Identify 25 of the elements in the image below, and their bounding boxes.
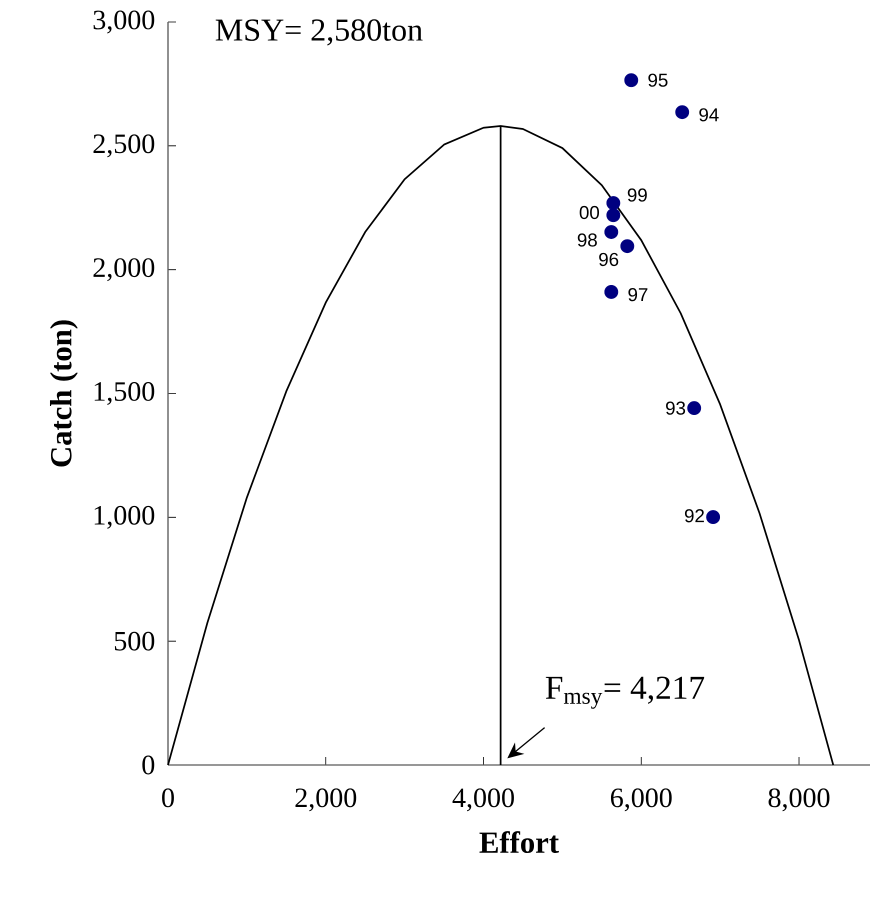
x-tick-label: 4,000	[452, 788, 514, 812]
x-tick-label: 8,000	[768, 788, 830, 812]
y-tick-label: 0	[142, 756, 154, 774]
annotation: 97	[628, 288, 648, 302]
annotation: 93	[666, 401, 686, 415]
annotation: MSY= 2,580ton	[216, 19, 423, 46]
annotation: F$_{msy}$= 4,217	[546, 676, 704, 709]
x-tick-label: 2,000	[295, 788, 356, 812]
annotation: 92	[684, 509, 704, 522]
annotation: 95	[648, 74, 668, 87]
x-tick-label: 0	[162, 788, 174, 808]
x-tick-label: 6,000	[610, 788, 672, 812]
y-tick-label: 3,000	[94, 10, 154, 34]
annotation: 98	[578, 233, 597, 247]
x-axis-title: Effort	[480, 831, 559, 854]
annotation: 00	[580, 206, 600, 220]
y-tick-label: 2,000	[94, 258, 154, 282]
annotation: 96	[599, 252, 618, 266]
y-tick-label: 1,000	[94, 506, 154, 529]
y-tick-label: 500	[114, 632, 154, 651]
y-tick-label: 2,500	[94, 134, 154, 158]
annotation: 99	[628, 188, 647, 202]
y-tick-label: 1,500	[94, 382, 154, 405]
annotation: 94	[699, 108, 719, 122]
y-axis-title: Catch (ton)	[50, 320, 78, 467]
